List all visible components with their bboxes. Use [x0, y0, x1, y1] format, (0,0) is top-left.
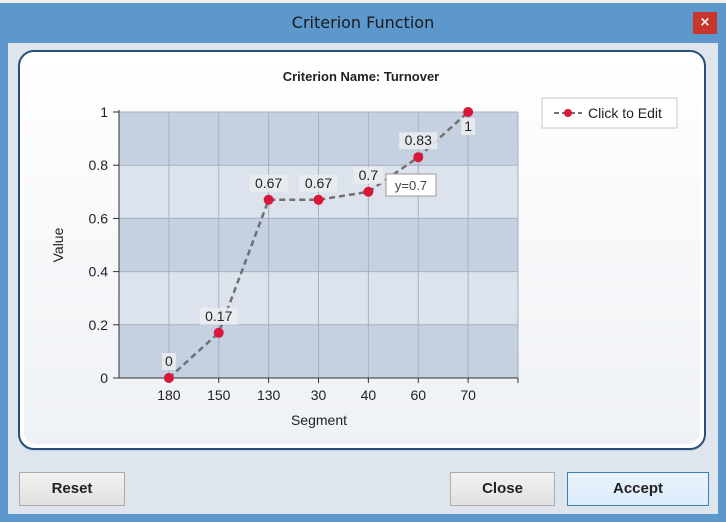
- point-label-bg: [199, 307, 238, 325]
- point-label: 0.67: [305, 175, 332, 191]
- x-tick-label: 30: [311, 387, 327, 403]
- y-axis-label: Value: [50, 227, 66, 262]
- point-label: 0.17: [205, 308, 232, 324]
- point-label-bg: [249, 174, 288, 192]
- point-labels: 0 0.17 0.67 0.67 0.7 0.83 1: [161, 118, 476, 370]
- accept-button[interactable]: Accept: [567, 472, 709, 506]
- data-point-marker[interactable]: [413, 152, 424, 163]
- y-tick-label: 0.8: [89, 157, 109, 173]
- data-point-marker[interactable]: [313, 194, 324, 205]
- x-tick-label: 150: [207, 387, 231, 403]
- point-label: 0.83: [405, 132, 432, 148]
- y-tick-labels: 0 0.2 0.4 0.6 0.8 1: [89, 104, 109, 386]
- point-label: 1: [464, 118, 472, 134]
- y-tick-label: 0.2: [89, 317, 109, 333]
- point-label-bg: [161, 353, 176, 370]
- reset-button[interactable]: Reset: [19, 472, 125, 506]
- data-point-marker[interactable]: [363, 186, 374, 197]
- data-point-marker[interactable]: [463, 107, 474, 117]
- legend[interactable]: Click to Edit: [541, 97, 678, 129]
- tooltip-box: [385, 173, 437, 197]
- series-markers[interactable]: [163, 107, 474, 383]
- data-point-marker[interactable]: [213, 327, 224, 338]
- x-tick-label: 180: [157, 387, 181, 403]
- legend-label[interactable]: Click to Edit: [588, 105, 662, 121]
- data-point-marker[interactable]: [263, 194, 274, 205]
- point-label-bg: [299, 174, 338, 192]
- x-axis-label: Segment: [291, 412, 347, 428]
- point-label-bg: [461, 118, 476, 135]
- x-tick-labels: 180 150 130 30 40 60 70: [157, 387, 476, 403]
- point-label: 0.67: [255, 175, 282, 191]
- y-tick-label: 1: [100, 104, 108, 120]
- y-tick-label: 0.6: [89, 210, 109, 226]
- legend-marker-swatch: [564, 109, 572, 117]
- title-bar[interactable]: Criterion Function ×: [0, 3, 726, 43]
- x-tick-label: 60: [410, 387, 426, 403]
- value-tooltip: y=0.7: [385, 173, 437, 197]
- point-label-bg: [353, 166, 384, 184]
- window-title: Criterion Function: [291, 13, 435, 32]
- tooltip-text: y=0.7: [395, 178, 427, 193]
- point-label-bg: [399, 132, 438, 150]
- x-tick-label: 130: [257, 387, 281, 403]
- point-label: 0: [165, 353, 173, 369]
- y-tick-label: 0.4: [89, 264, 109, 280]
- x-tick-label: 40: [361, 387, 377, 403]
- data-point-marker[interactable]: [163, 373, 174, 383]
- x-tick-label: 70: [460, 387, 476, 403]
- close-window-button[interactable]: ×: [693, 12, 717, 34]
- chart-title: Criterion Name: Turnover: [283, 69, 440, 84]
- y-tick-label: 0: [100, 370, 108, 386]
- close-button[interactable]: Close: [450, 472, 555, 506]
- point-label: 0.7: [359, 167, 379, 183]
